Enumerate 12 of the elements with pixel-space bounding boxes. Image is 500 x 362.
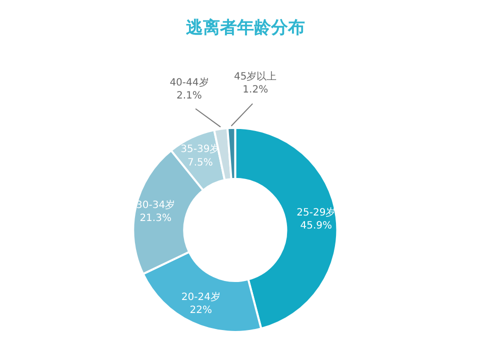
data-label: 1.2% xyxy=(242,84,268,96)
slice-label: 20-24岁 xyxy=(181,290,220,303)
data-label: 22% xyxy=(190,305,212,316)
data-label: 7.5% xyxy=(188,157,213,168)
data-label: 2.1% xyxy=(176,90,202,102)
chart-title: 逃离者年龄分布 xyxy=(184,18,305,38)
slice-label: 30-34岁 xyxy=(136,198,176,211)
data-label: 21.3% xyxy=(140,212,172,224)
slice-label: 40-44岁 xyxy=(170,76,209,88)
slice-label: 45岁以上 xyxy=(234,70,277,82)
slice-label: 25-29岁 xyxy=(296,206,336,218)
data-label: 45.9% xyxy=(300,220,332,232)
